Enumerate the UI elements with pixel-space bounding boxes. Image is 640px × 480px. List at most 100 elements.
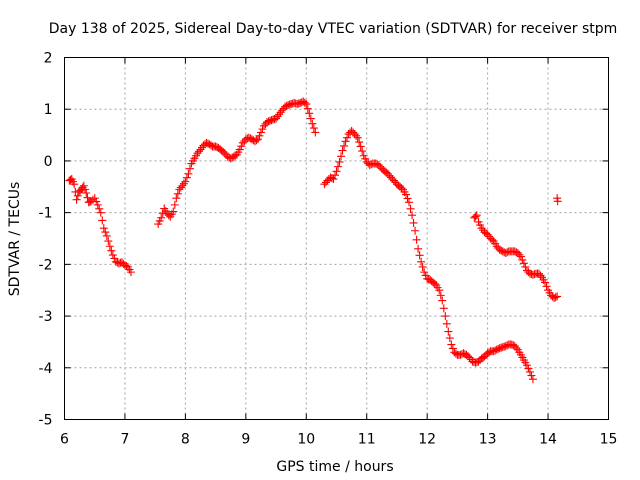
data-point xyxy=(255,131,264,140)
data-point xyxy=(108,251,117,260)
data-point xyxy=(181,177,190,186)
x-tick-label: 8 xyxy=(181,432,190,448)
data-point xyxy=(258,125,267,134)
data-point xyxy=(83,193,92,202)
data-point xyxy=(341,137,350,146)
data-point xyxy=(272,114,281,123)
data-point xyxy=(542,282,551,291)
data-point xyxy=(516,252,525,261)
data-point xyxy=(442,319,451,328)
data-point xyxy=(256,128,265,137)
data-point xyxy=(528,375,537,384)
data-point xyxy=(518,255,527,264)
data-point xyxy=(553,292,562,301)
data-point xyxy=(235,145,244,154)
y-tick-label: -5 xyxy=(39,413,53,429)
data-point xyxy=(334,162,343,171)
data-points xyxy=(65,97,562,384)
x-tick-label: 13 xyxy=(479,432,497,448)
data-point xyxy=(92,197,101,206)
plot-frame xyxy=(64,57,609,420)
data-point xyxy=(179,179,188,188)
data-point xyxy=(178,181,187,190)
data-point xyxy=(126,268,135,277)
data-point xyxy=(417,257,426,266)
data-point xyxy=(337,152,346,161)
data-point xyxy=(309,124,318,133)
x-tick-labels: 6 7 8 9 10 11 12 13 14 15 xyxy=(60,432,617,448)
data-point xyxy=(343,133,352,142)
x-tick-label: 14 xyxy=(539,432,557,448)
data-point xyxy=(448,344,457,353)
y-tick-label: -1 xyxy=(39,206,53,222)
data-point xyxy=(340,141,349,150)
data-point xyxy=(515,250,524,259)
data-point xyxy=(465,353,474,362)
x-tick-label: 15 xyxy=(600,432,618,448)
data-point xyxy=(79,181,88,190)
data-point xyxy=(445,334,454,343)
data-point xyxy=(98,216,107,225)
data-point xyxy=(72,195,81,204)
data-point xyxy=(541,278,550,287)
data-point xyxy=(70,180,79,189)
x-tick-label: 9 xyxy=(241,432,250,448)
data-point xyxy=(96,208,105,217)
data-point xyxy=(471,212,480,221)
data-point xyxy=(107,246,116,255)
data-point xyxy=(524,364,533,373)
data-point xyxy=(329,175,338,184)
data-point xyxy=(330,171,339,180)
data-point xyxy=(415,251,424,260)
data-point xyxy=(157,213,166,222)
data-point xyxy=(273,112,282,121)
data-point xyxy=(253,135,262,144)
data-point xyxy=(355,138,364,147)
data-point xyxy=(402,190,411,199)
data-point xyxy=(173,189,182,198)
x-tick-label: 10 xyxy=(297,432,315,448)
data-point xyxy=(81,185,90,194)
y-axis-label: SDTVAR / TECUs xyxy=(7,182,23,297)
data-point xyxy=(472,211,481,220)
data-point xyxy=(409,218,418,227)
data-point xyxy=(99,224,108,233)
chart-title: Day 138 of 2025, Sidereal Day-to-day VTE… xyxy=(49,21,618,37)
y-tick-label: 0 xyxy=(44,154,53,170)
data-point xyxy=(311,128,320,137)
data-point xyxy=(414,244,423,253)
data-point xyxy=(358,147,367,156)
data-point xyxy=(95,204,104,213)
x-tick-label: 11 xyxy=(358,432,376,448)
data-point xyxy=(412,235,421,244)
y-tick-label: 1 xyxy=(44,102,53,118)
data-point xyxy=(252,136,261,145)
data-point xyxy=(353,133,362,142)
x-axis-label: GPS time / hours xyxy=(276,459,393,475)
data-point xyxy=(101,228,110,237)
data-point xyxy=(553,197,562,206)
data-point xyxy=(237,142,246,151)
y-tick-labels: 2 1 0 -1 -2 -3 -4 -5 xyxy=(39,51,53,429)
data-point xyxy=(411,226,420,235)
data-point xyxy=(73,191,82,200)
data-point xyxy=(110,254,119,263)
data-point xyxy=(512,343,521,352)
data-point xyxy=(306,114,315,123)
data-point xyxy=(439,304,448,313)
data-point xyxy=(403,194,412,203)
data-point xyxy=(305,109,314,118)
data-point xyxy=(82,188,91,197)
data-point xyxy=(196,145,205,154)
data-point xyxy=(93,200,102,209)
data-point xyxy=(441,312,450,321)
data-point xyxy=(438,296,447,305)
data-point xyxy=(521,262,530,271)
y-tick-label: -4 xyxy=(39,361,53,377)
data-point xyxy=(519,259,528,268)
data-point xyxy=(435,286,444,295)
data-point xyxy=(182,173,191,182)
data-point xyxy=(483,230,492,239)
data-point xyxy=(105,242,114,251)
